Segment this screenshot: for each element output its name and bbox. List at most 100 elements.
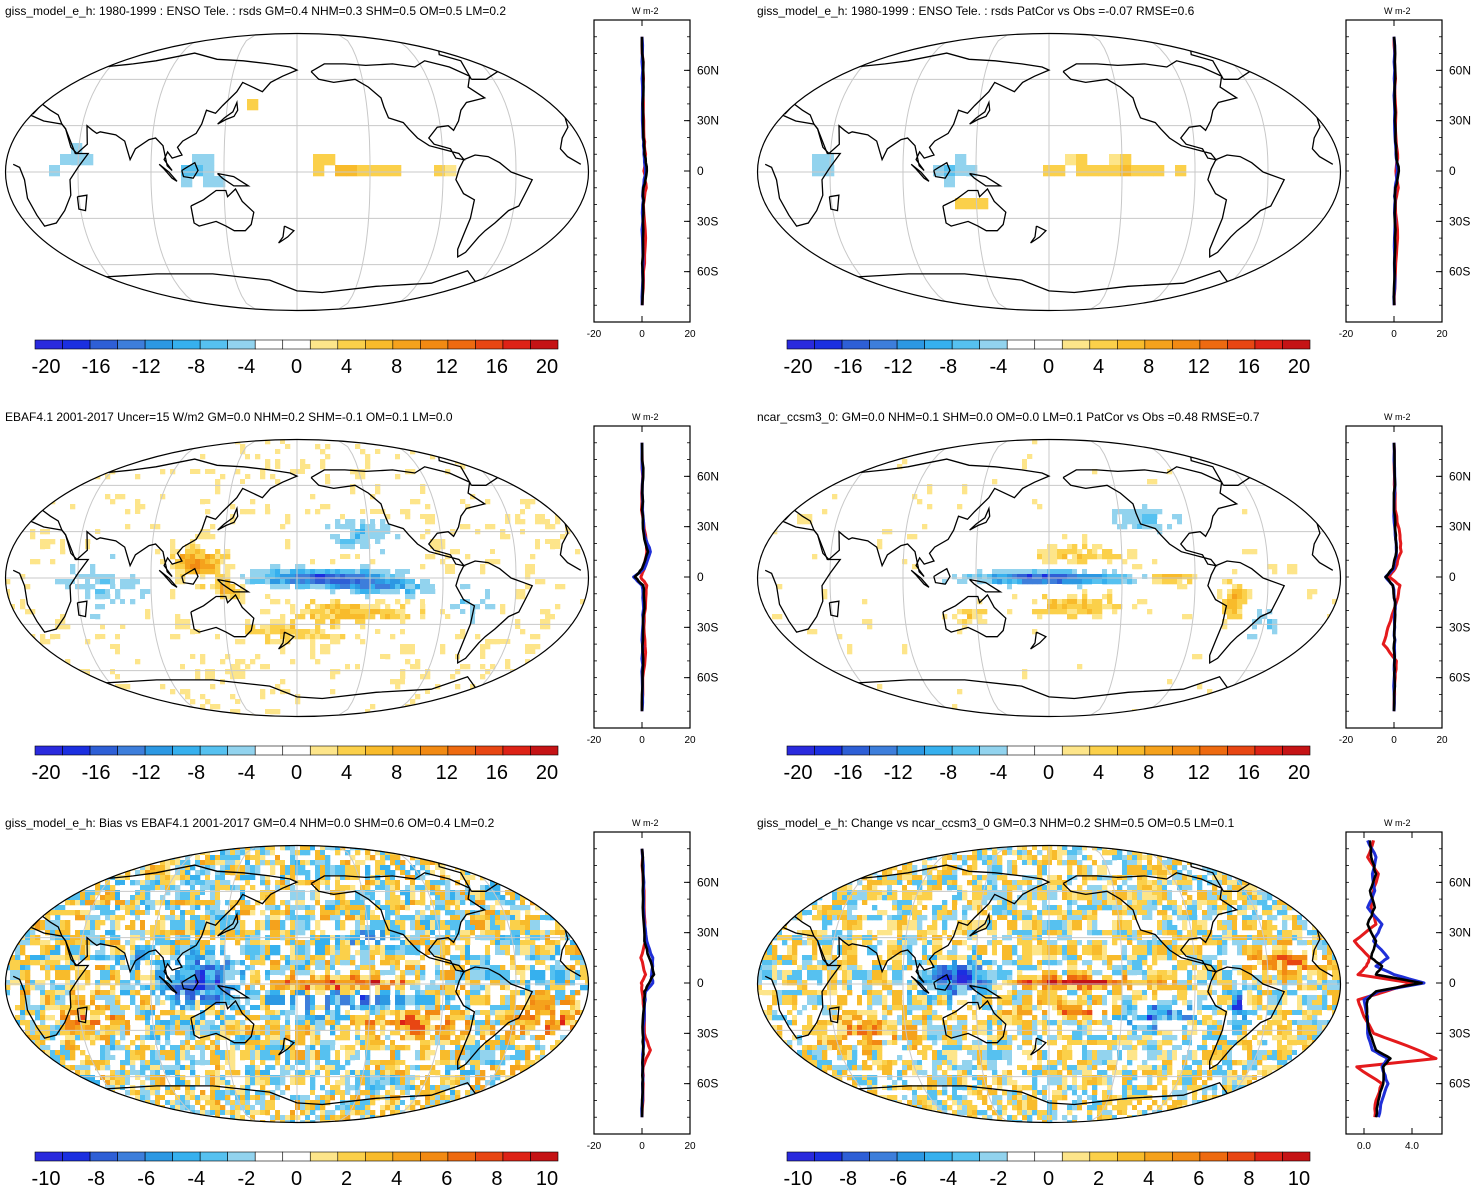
colorbar-tick-label: 4 xyxy=(341,762,352,784)
zonal-mean-profile: W m-2 60N 30N 0 30S 60S 0.0 4.0 xyxy=(1345,818,1471,1152)
colorbar-swatch xyxy=(502,1151,531,1162)
colorbar-swatch xyxy=(869,1151,898,1162)
colorbar-swatch xyxy=(530,1151,559,1162)
profile-x-tick-label: 20 xyxy=(1436,735,1448,746)
colorbar-swatch xyxy=(89,745,118,756)
colorbar-swatch xyxy=(814,1151,843,1162)
colorbar-swatch xyxy=(1254,339,1283,350)
colorbar-tick-label: 6 xyxy=(1193,1168,1204,1187)
profile-x-tick-label: 0 xyxy=(639,1141,645,1152)
zonal-mean-profile: W m-2 60N 30N 0 30S 60S -20 0 20 xyxy=(1339,6,1471,340)
colorbar-swatch xyxy=(1034,745,1063,756)
profile-x-tick-label: -20 xyxy=(587,1141,602,1152)
profile-lat-label: 30S xyxy=(697,1026,718,1040)
colorbar-swatch xyxy=(1006,745,1036,756)
profile-x-tick-label: -20 xyxy=(1339,735,1354,746)
colorbar-swatch xyxy=(1061,1151,1091,1162)
panel-title: ncar_ccsm3_0: GM=0.0 NHM=0.1 SHM=0.0 OM=… xyxy=(757,410,1260,424)
colorbar-swatch xyxy=(896,339,925,350)
colorbar-swatch xyxy=(144,1151,173,1162)
colorbar-tick-label: 8 xyxy=(1143,762,1154,784)
profile-x-tick-label: 20 xyxy=(684,1141,696,1152)
colorbar-swatch xyxy=(1144,339,1173,350)
colorbar-tick-label: -8 xyxy=(939,356,957,378)
colorbar-swatch xyxy=(1172,1151,1201,1162)
map-graticule xyxy=(5,33,589,311)
colorbar-swatch xyxy=(309,745,339,756)
colorbar-swatch xyxy=(199,745,228,756)
colorbar-swatch xyxy=(34,339,63,350)
colorbar-swatch xyxy=(254,1151,284,1162)
colorbar-tick-label: 12 xyxy=(1188,356,1210,378)
profile-lat-label: 30N xyxy=(697,520,719,534)
profile-line-black xyxy=(1365,840,1423,1118)
colorbar-swatch xyxy=(1254,745,1283,756)
profile-lat-label: 30N xyxy=(697,926,719,940)
colorbar-swatch xyxy=(117,1151,146,1162)
profile-unit-label: W m-2 xyxy=(1384,6,1411,16)
profile-lat-label: 60S xyxy=(697,671,718,685)
colorbar-swatch xyxy=(924,339,953,350)
colorbar-tick-label: 4 xyxy=(341,356,352,378)
profile-lat-label: 30S xyxy=(1449,1026,1470,1040)
colorbar-swatch xyxy=(1034,339,1063,350)
colorbar-swatch xyxy=(420,339,449,350)
colorbar-swatch xyxy=(309,339,339,350)
colorbar-tick-label: 10 xyxy=(1288,1168,1310,1187)
colorbar-tick-label: 8 xyxy=(1143,356,1154,378)
colorbar-swatch xyxy=(34,745,63,756)
colorbar-tick-label: -16 xyxy=(834,762,863,784)
colorbar-swatch xyxy=(1227,745,1256,756)
panel-title: EBAF4.1 2001-2017 Uncer=15 W/m2 GM=0.0 N… xyxy=(5,410,453,424)
colorbar-swatch xyxy=(34,1151,63,1162)
colorbar-tick-label: -10 xyxy=(32,1168,61,1187)
profile-lat-label: 60N xyxy=(1449,63,1471,77)
colorbar-swatch xyxy=(365,1151,394,1162)
profile-x-tick-label: 0 xyxy=(639,329,645,340)
profile-unit-label: W m-2 xyxy=(1384,818,1411,828)
colorbar-swatch xyxy=(62,745,91,756)
zonal-mean-profile: W m-2 60N 30N 0 30S 60S -20 0 20 xyxy=(1339,412,1471,746)
profile-lat-label: 30N xyxy=(1449,926,1471,940)
colorbar-tick-label: 8 xyxy=(491,1168,502,1187)
colorbar-swatch xyxy=(392,1151,421,1162)
panel-2: giss_model_e_h: 1980-1999 : ENSO Tele. :… xyxy=(756,4,1471,378)
colorbar-tick-label: -4 xyxy=(990,356,1008,378)
colorbar-swatch xyxy=(337,745,366,756)
colorbar-swatch xyxy=(1061,339,1091,350)
colorbar-tick-label: -20 xyxy=(32,356,61,378)
map-graticule xyxy=(757,439,1341,717)
colorbar-swatch xyxy=(1006,339,1036,350)
colorbar-tick-label: -12 xyxy=(132,356,161,378)
profile-lat-label: 30N xyxy=(1449,520,1471,534)
colorbar-swatch xyxy=(1172,745,1201,756)
map-graticule xyxy=(5,845,589,1123)
colorbar-swatch xyxy=(1117,745,1146,756)
colorbar-tick-label: 4 xyxy=(1093,762,1104,784)
colorbar-swatch xyxy=(979,339,1008,350)
panel-3: EBAF4.1 2001-2017 Uncer=15 W/m2 GM=0.0 N… xyxy=(4,410,719,784)
colorbar-tick-label: -12 xyxy=(132,762,161,784)
colorbar-swatch xyxy=(172,1151,201,1162)
zonal-mean-profile: W m-2 60N 30N 0 30S 60S -20 0 20 xyxy=(587,6,719,340)
colorbar-tick-label: -8 xyxy=(839,1168,857,1187)
colorbar-tick-label: -12 xyxy=(884,762,913,784)
colorbar-swatch xyxy=(924,745,953,756)
panel-title: giss_model_e_h: 1980-1999 : ENSO Tele. :… xyxy=(5,4,506,18)
colorbar-swatch xyxy=(841,1151,870,1162)
profile-line-black xyxy=(1384,442,1398,712)
colorbar-swatch xyxy=(337,1151,366,1162)
colorbar-tick-label: -20 xyxy=(32,762,61,784)
colorbar-swatch xyxy=(89,339,118,350)
colorbar-swatch xyxy=(1061,745,1091,756)
colorbar-swatch xyxy=(227,745,256,756)
colorbar-swatch xyxy=(896,745,925,756)
map-field xyxy=(757,33,1341,311)
profile-x-tick-label: -20 xyxy=(587,735,602,746)
colorbar-swatch xyxy=(309,1151,339,1162)
profile-x-tick-label: 4.0 xyxy=(1405,1141,1419,1152)
colorbar-tick-label: -6 xyxy=(137,1168,155,1187)
profile-line-black xyxy=(640,36,649,306)
colorbar-swatch xyxy=(869,339,898,350)
